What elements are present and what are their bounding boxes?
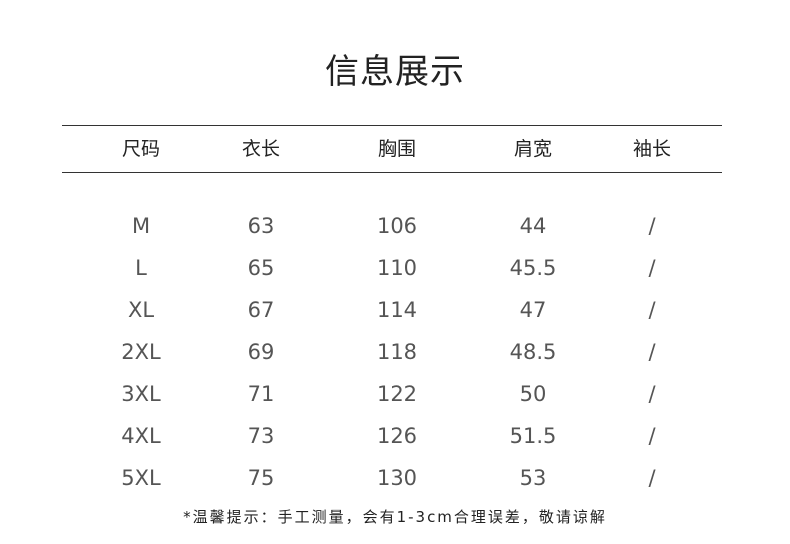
table-cell: 122 xyxy=(376,382,418,406)
table-cell: 106 xyxy=(376,214,418,238)
table-cell: 67 xyxy=(247,298,275,322)
column-header: 肩宽 xyxy=(513,138,552,160)
table-cell: M xyxy=(131,214,151,238)
table-cell: 44 xyxy=(519,214,547,238)
table-cell: / xyxy=(648,340,656,364)
page-title: 信息展示 xyxy=(325,52,465,92)
column-header: 尺码 xyxy=(121,138,160,160)
table-cell: 65 xyxy=(247,256,275,280)
table-cell: 63 xyxy=(247,214,275,238)
table-cell: 114 xyxy=(376,298,418,322)
table-cell: 5XL xyxy=(121,466,161,490)
column-header: 胸围 xyxy=(377,138,416,160)
table-cell: 53 xyxy=(519,466,547,490)
table-cell: 3XL xyxy=(121,382,161,406)
table-row: L 65 110 45.5 / xyxy=(0,253,790,283)
table-row: 3XL 71 122 50 / xyxy=(0,379,790,409)
table-cell: / xyxy=(648,214,656,238)
table-cell: / xyxy=(648,424,656,448)
divider xyxy=(62,125,722,126)
table-row: XL 67 114 47 / xyxy=(0,295,790,325)
table-cell: 50 xyxy=(519,382,547,406)
table-cell: 130 xyxy=(376,466,418,490)
table-cell: 71 xyxy=(247,382,275,406)
table-cell: 51.5 xyxy=(509,424,557,448)
table-header: 尺码 衣长 胸围 肩宽 袖长 xyxy=(0,134,790,164)
table-cell: 69 xyxy=(247,340,275,364)
table-cell: 48.5 xyxy=(509,340,557,364)
column-header: 袖长 xyxy=(632,138,671,160)
table-cell: 110 xyxy=(376,256,418,280)
table-cell: XL xyxy=(127,298,155,322)
measurement-note: *温馨提示：手工测量，会有1-3cm合理误差，敬请谅解 xyxy=(183,508,607,526)
table-cell: 45.5 xyxy=(509,256,557,280)
table-cell: 2XL xyxy=(121,340,161,364)
table-cell: 4XL xyxy=(121,424,161,448)
table-cell: 118 xyxy=(376,340,418,364)
divider xyxy=(62,172,722,173)
table-cell: L xyxy=(135,256,147,280)
table-row: M 63 106 44 / xyxy=(0,211,790,241)
table-cell: / xyxy=(648,382,656,406)
table-cell: 126 xyxy=(376,424,418,448)
table-cell: 73 xyxy=(247,424,275,448)
table-cell: / xyxy=(648,298,656,322)
table-cell: / xyxy=(648,466,656,490)
table-row: 5XL 75 130 53 / xyxy=(0,463,790,493)
table-cell: 75 xyxy=(247,466,275,490)
table-cell: / xyxy=(648,256,656,280)
table-cell: 47 xyxy=(519,298,547,322)
table-row: 2XL 69 118 48.5 / xyxy=(0,337,790,367)
table-row: 4XL 73 126 51.5 / xyxy=(0,421,790,451)
column-header: 衣长 xyxy=(241,138,280,160)
